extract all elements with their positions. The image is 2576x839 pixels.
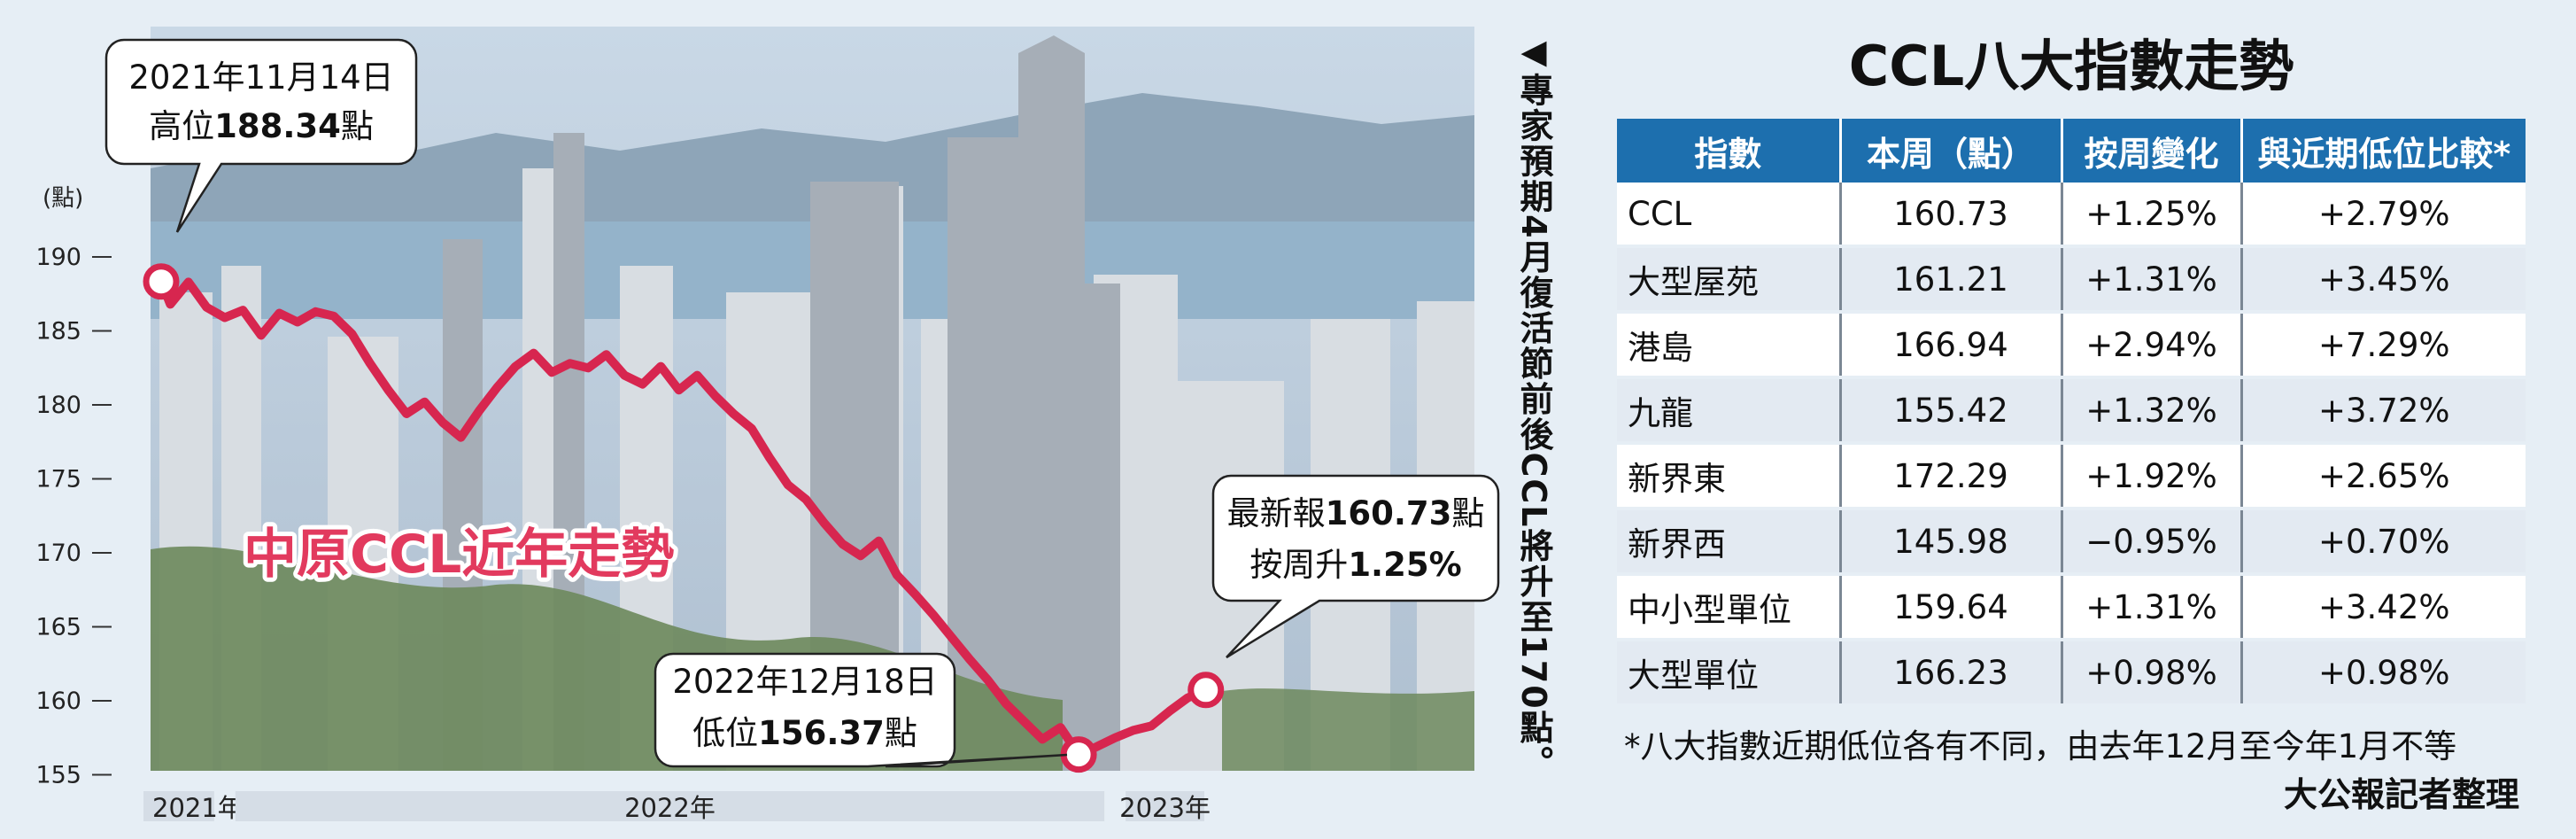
y-axis-unit-label: (點) <box>43 185 83 212</box>
callout-high-date: 2021年11月14日 <box>128 58 393 97</box>
callout-low-suffix: 點 <box>885 714 917 752</box>
cell-vs-low: +7.29% <box>2241 312 2526 379</box>
table-footnote: *八大指數近期低位各有不同，由去年12月至今年1月不等 <box>1624 727 2457 765</box>
cell-this-week: 155.42 <box>1840 377 2063 445</box>
col-header-index: 指數 <box>1617 119 1842 183</box>
callout-latest-prefix1: 最新報 <box>1227 494 1326 532</box>
cell-index-name: 大型屋苑 <box>1617 246 1842 314</box>
cell-this-week: 145.98 <box>1840 509 2063 576</box>
table-row: 大型屋苑 161.21 +1.31% +3.45% <box>1617 246 2526 314</box>
cell-this-week: 161.21 <box>1840 246 2063 314</box>
chart-title: 中原CCL近年走勢 <box>244 524 674 586</box>
forecast-note: ◀專家預期4月復活節前後CCL將升至170點。 <box>1514 32 1553 781</box>
col-header-vs-low: 與近期低位比較* <box>2241 119 2526 183</box>
cell-weekly-change: −0.95% <box>2062 509 2243 576</box>
callout-high-suffix: 點 <box>341 107 374 145</box>
callout-latest-value: 160.73 <box>1326 494 1452 532</box>
table-row: 九龍 155.42 +1.32% +3.72% <box>1617 377 2526 445</box>
callout-low-date: 2022年12月18日 <box>672 663 937 701</box>
cell-weekly-change: +1.31% <box>2062 574 2243 641</box>
period-label: 2023年 <box>1119 793 1211 823</box>
cell-this-week: 160.73 <box>1840 183 2063 248</box>
callout-latest-change: 1.25% <box>1348 546 1461 584</box>
table-header-row: 指數 本周（點） 按周變化 與近期低位比較* <box>1617 119 2526 183</box>
period-band <box>235 791 1105 821</box>
callout-high-prefix: 高位 <box>149 107 214 145</box>
cell-weekly-change: +1.32% <box>2062 377 2243 445</box>
y-tick-label: 190 <box>35 244 81 271</box>
cell-index-name: 新界東 <box>1617 443 1842 510</box>
source-credit: 大公報記者整理 <box>2283 775 2519 814</box>
ccl-data-point <box>1060 736 1097 773</box>
index-table-panel: CCL八大指數走勢 指數 本周（點） 按周變化 與近期低位比較* CCL 160.… <box>1617 27 2526 767</box>
cell-this-week: 166.94 <box>1840 312 2063 379</box>
y-tick-label: 185 <box>35 318 81 346</box>
cell-this-week: 172.29 <box>1840 443 2063 510</box>
callout-latest-line1: 最新報160.73點 <box>1227 494 1485 532</box>
callout-high: 2021年11月14日 高位188.34點 <box>104 38 418 233</box>
table-row: 新界東 172.29 +1.92% +2.65% <box>1617 443 2526 510</box>
cell-weekly-change: +1.25% <box>2062 183 2243 248</box>
cell-index-name: 新界西 <box>1617 509 1842 576</box>
cell-index-name: 九龍 <box>1617 377 1842 445</box>
ccl-data-point <box>143 263 180 300</box>
cell-index-name: CCL <box>1617 183 1842 248</box>
cell-vs-low: +2.79% <box>2241 183 2526 248</box>
callout-low: 2022年12月18日 低位156.37點 <box>654 652 1068 768</box>
cell-this-week: 159.64 <box>1840 574 2063 641</box>
cell-weekly-change: +0.98% <box>2062 640 2243 707</box>
cell-index-name: 大型單位 <box>1617 640 1842 707</box>
period-band <box>143 791 214 821</box>
cell-vs-low: +3.45% <box>2241 246 2526 314</box>
cell-vs-low: +3.42% <box>2241 574 2526 641</box>
table-row: CCL 160.73 +1.25% +2.79% <box>1617 183 2526 248</box>
callout-low-value-line: 低位156.37點 <box>692 714 917 752</box>
cell-vs-low: +3.72% <box>2241 377 2526 445</box>
callout-high-value: 188.34 <box>214 107 341 145</box>
y-tick-label: 155 <box>35 762 81 789</box>
cell-vs-low: +0.98% <box>2241 640 2526 707</box>
cell-index-name: 港島 <box>1617 312 1842 379</box>
ccl-index-line <box>157 276 1211 759</box>
cell-vs-low: +0.70% <box>2241 509 2526 576</box>
cell-vs-low: +2.65% <box>2241 443 2526 510</box>
callout-latest-line2: 按周升1.25% <box>1249 546 1461 584</box>
callout-high-value-line: 高位188.34點 <box>149 107 374 145</box>
city-skyline-backdrop <box>151 27 1474 771</box>
cell-index-name: 中小型單位 <box>1617 574 1842 641</box>
table-row: 新界西 145.98 −0.95% +0.70% <box>1617 509 2526 576</box>
ccl-data-points <box>143 263 1225 773</box>
period-band <box>1126 791 1204 821</box>
col-header-this-week: 本周（點） <box>1840 119 2063 183</box>
y-tick-label: 175 <box>35 466 81 493</box>
y-tick-label: 165 <box>35 614 81 641</box>
table-row: 港島 166.94 +2.94% +7.29% <box>1617 312 2526 379</box>
cell-weekly-change: +1.92% <box>2062 443 2243 510</box>
cell-weekly-change: +2.94% <box>2062 312 2243 379</box>
cell-this-week: 166.23 <box>1840 640 2063 707</box>
period-label: 2021年 <box>152 793 244 823</box>
cell-weekly-change: +1.31% <box>2062 246 2243 314</box>
table-row: 大型單位 166.23 +0.98% +0.98% <box>1617 640 2526 707</box>
period-label: 2022年 <box>624 793 716 823</box>
x-axis-periods: 2021年 2022年 2023年 <box>143 791 1211 823</box>
callout-latest-prefix2: 按周升 <box>1249 546 1348 584</box>
y-tick-label: 170 <box>35 540 81 567</box>
ccl-data-point <box>1187 672 1225 709</box>
callout-low-prefix: 低位 <box>692 714 758 752</box>
table-title: CCL八大指數走勢 <box>1848 34 2294 98</box>
col-header-weekly-change: 按周變化 <box>2062 119 2243 183</box>
callout-low-value: 156.37 <box>758 714 885 752</box>
table-row: 中小型單位 159.64 +1.31% +3.42% <box>1617 574 2526 641</box>
y-tick-label: 180 <box>35 392 81 419</box>
index-table: 指數 本周（點） 按周變化 與近期低位比較* CCL 160.73 +1.25% +2… <box>1617 119 2526 707</box>
callout-latest: 最新報160.73點 按周升1.25% <box>1211 474 1500 659</box>
callout-latest-suffix1: 點 <box>1451 494 1484 532</box>
y-axis-ticks: 190 185 180 175 170 165 160 155 <box>35 244 112 789</box>
y-tick-label: 160 <box>35 688 81 715</box>
